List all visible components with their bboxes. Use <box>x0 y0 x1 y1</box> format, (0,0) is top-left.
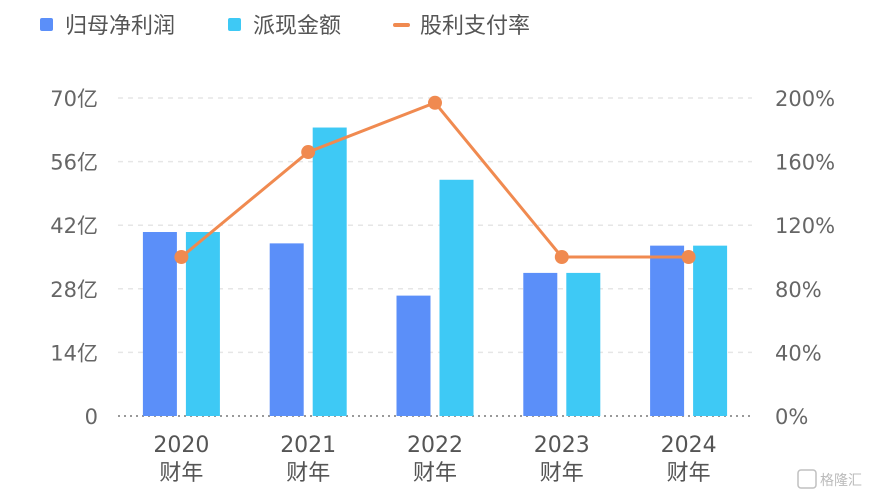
right-axis-ticks: 0% 40% 80% 120% 160% 200% <box>775 87 835 429</box>
x-tick-year-4: 2024 <box>661 433 717 458</box>
right-tick-label-3: 120% <box>775 214 835 238</box>
watermark-text: 格隆汇 <box>820 473 862 489</box>
bars <box>142 127 728 417</box>
x-axis-ticks: 2020 财年 2021 财年 2022 财年 2023 财年 2024 财年 <box>153 433 716 486</box>
right-tick-label-4: 160% <box>775 151 835 175</box>
x-tick-year-3: 2023 <box>534 433 590 458</box>
left-tick-label-4: 56亿 <box>50 151 98 175</box>
right-tick-label-2: 80% <box>775 278 822 302</box>
bar-1-2020 <box>185 232 220 416</box>
line-point-2022 <box>428 95 442 110</box>
line-point-2023 <box>554 250 569 264</box>
left-tick-label-2: 28亿 <box>50 278 98 302</box>
bar-1-2024 <box>693 245 728 416</box>
legend-label-0: 归母净利润 <box>65 14 175 39</box>
x-tick-suffix-4: 财年 <box>667 461 711 486</box>
bar-0-2020 <box>142 232 177 416</box>
x-tick-suffix-0: 财年 <box>159 461 203 486</box>
grid-lines <box>118 97 752 417</box>
left-axis-ticks: 0 14亿 28亿 42亿 56亿 70亿 <box>50 87 98 429</box>
right-tick-label-1: 40% <box>775 341 822 365</box>
x-tick-year-0: 2020 <box>153 433 209 458</box>
line-point-2021 <box>301 145 316 160</box>
bar-0-2022 <box>396 295 431 416</box>
right-tick-label-5: 200% <box>775 87 835 111</box>
left-tick-label-5: 70亿 <box>50 87 98 111</box>
line-series-0 <box>180 101 689 259</box>
legend-swatch-0 <box>40 18 53 31</box>
bar-0-2021 <box>269 243 304 416</box>
x-tick-suffix-3: 财年 <box>540 461 584 486</box>
legend-swatch-1 <box>228 18 241 31</box>
x-tick-suffix-2: 财年 <box>413 461 457 486</box>
bar-1-2022 <box>439 179 474 416</box>
bar-1-2023 <box>566 272 601 416</box>
watermark-logo-icon <box>797 469 817 489</box>
right-tick-label-0: 0% <box>775 405 808 429</box>
legend: 归母净利润 派现金额 股利支付率 <box>40 14 530 39</box>
bar-0-2024 <box>650 245 685 416</box>
x-tick-suffix-1: 财年 <box>286 461 330 486</box>
line-point-2020 <box>174 250 189 264</box>
left-tick-label-1: 14亿 <box>50 341 98 365</box>
bar-1-2021 <box>312 127 347 417</box>
x-tick-year-1: 2021 <box>280 433 336 458</box>
watermark: 格隆汇 <box>797 469 862 489</box>
bar-0-2023 <box>523 272 558 416</box>
legend-label-1: 派现金额 <box>253 14 341 39</box>
payout-line <box>174 95 696 264</box>
left-tick-label-3: 42亿 <box>50 214 98 238</box>
left-tick-label-0: 0 <box>85 405 98 429</box>
legend-swatch-2 <box>393 23 410 27</box>
line-point-2024 <box>681 250 696 264</box>
x-tick-year-2: 2022 <box>407 433 463 458</box>
legend-label-2: 股利支付率 <box>420 14 530 39</box>
